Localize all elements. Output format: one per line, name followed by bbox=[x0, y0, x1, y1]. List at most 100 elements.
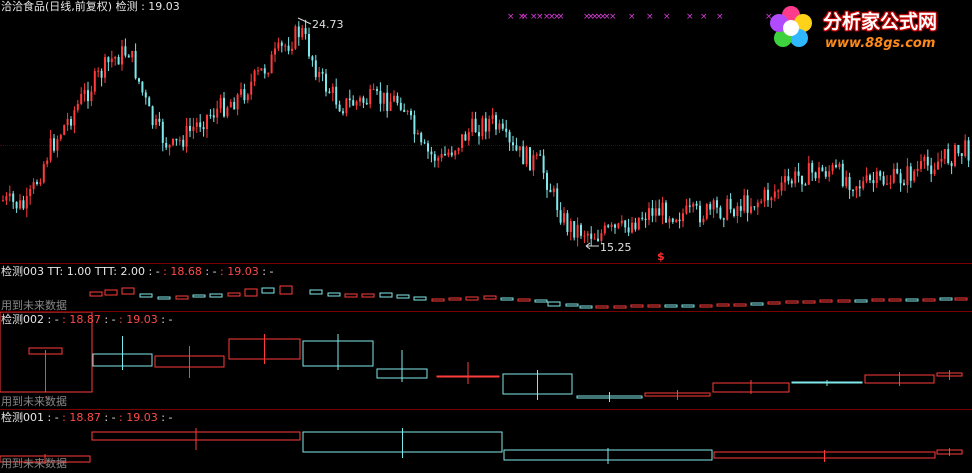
candle-body bbox=[206, 114, 208, 130]
indicator-pane-002[interactable]: 检测002 : - : 18.87 : - : 19.03 : - 用到未来数据 bbox=[0, 312, 972, 409]
candle-body bbox=[236, 94, 239, 110]
candle-body bbox=[39, 182, 42, 185]
candle-body bbox=[603, 225, 606, 234]
candle-body bbox=[185, 126, 188, 147]
candle-body bbox=[685, 205, 688, 214]
candle-body bbox=[906, 166, 909, 185]
candle-body bbox=[916, 168, 919, 172]
candle-body bbox=[328, 91, 331, 93]
indicator-pane-001[interactable]: 检测001 : - : 18.87 : - : 19.03 : - 用到未来数据 bbox=[0, 410, 972, 473]
candle-body bbox=[195, 122, 198, 127]
candle-body bbox=[478, 132, 480, 137]
candle-body bbox=[522, 146, 525, 165]
candle-body bbox=[886, 183, 888, 185]
candle-body bbox=[144, 92, 147, 98]
candle-body bbox=[325, 73, 327, 92]
indicator-value: : 19.03 bbox=[141, 0, 180, 13]
candle-body bbox=[617, 223, 620, 228]
candle-body bbox=[447, 152, 450, 156]
signal-marker-icon: × bbox=[543, 12, 551, 22]
signal-marker-icon: × bbox=[553, 12, 561, 22]
pane2-value-2: : 18.87 bbox=[62, 313, 101, 326]
candle-body bbox=[712, 200, 715, 210]
candle-body bbox=[818, 167, 820, 179]
candle-body bbox=[274, 48, 276, 55]
signal-marker-icon: × bbox=[530, 12, 538, 22]
candle-body bbox=[831, 164, 834, 172]
weekly-bar bbox=[175, 295, 189, 300]
candle-body bbox=[2, 200, 4, 202]
candle-body bbox=[314, 60, 317, 78]
signal-mark: $ bbox=[657, 250, 665, 263]
candle-body bbox=[552, 188, 555, 193]
pane1-value-2: : 18.87 bbox=[62, 411, 101, 424]
candle-body bbox=[896, 168, 899, 174]
candle-body bbox=[291, 48, 293, 51]
candle-body bbox=[614, 224, 616, 228]
candle-body bbox=[304, 28, 307, 35]
candle-body bbox=[297, 26, 300, 38]
candle-body bbox=[773, 191, 776, 198]
weekly-bar bbox=[922, 298, 936, 302]
candle-body bbox=[923, 156, 926, 162]
signal-marker-icon: × bbox=[587, 12, 595, 22]
candle-body bbox=[161, 121, 164, 143]
candle-body bbox=[53, 138, 55, 151]
pane3-value-3: : - bbox=[205, 265, 217, 278]
candle-body bbox=[671, 218, 674, 222]
weekly-bar bbox=[244, 288, 258, 297]
candle-body bbox=[382, 92, 385, 104]
weekly-bar bbox=[413, 296, 427, 301]
candle-body bbox=[63, 125, 66, 135]
pane3-title: 检测003 TT: 1.00 TTT: 2.00 : - : 18.68 : -… bbox=[1, 266, 273, 278]
candle-body bbox=[529, 147, 531, 171]
weekly-bar bbox=[871, 298, 885, 302]
candle-body bbox=[420, 132, 423, 143]
candle-body bbox=[590, 233, 593, 239]
candle-body bbox=[263, 68, 266, 74]
candle-body bbox=[42, 164, 45, 183]
candle-body bbox=[767, 189, 769, 201]
candle-body bbox=[899, 173, 902, 184]
candle-body bbox=[311, 56, 314, 61]
candle-body bbox=[399, 102, 402, 110]
candle-body bbox=[362, 97, 365, 103]
candle-body bbox=[889, 182, 892, 184]
candle-body bbox=[937, 161, 939, 170]
period-box bbox=[644, 392, 711, 397]
candle-body bbox=[413, 115, 416, 135]
candlestick-chart[interactable]: × ×× ×× ×××× ××××××× × × × × × × × bbox=[0, 0, 972, 263]
pane2-title: 检测002 : - : 18.87 : - : 19.03 : - bbox=[1, 314, 172, 326]
indicator-pane-003[interactable]: 检测003 TT: 1.00 TTT: 2.00 : - : 18.68 : -… bbox=[0, 264, 972, 312]
weekly-bar bbox=[699, 304, 713, 308]
candle-body bbox=[804, 184, 807, 186]
candle-body bbox=[352, 100, 355, 106]
candle-body bbox=[580, 224, 582, 236]
signal-marker-icon: × bbox=[507, 12, 515, 22]
candle-body bbox=[729, 198, 732, 210]
candle-body bbox=[675, 219, 678, 222]
pane3-chart bbox=[89, 285, 968, 309]
candle-body bbox=[308, 34, 310, 57]
candle-body bbox=[719, 207, 722, 219]
candle-body bbox=[29, 189, 32, 197]
candle-body bbox=[794, 171, 797, 184]
candle-body bbox=[440, 154, 443, 158]
candle-body bbox=[750, 206, 752, 213]
candle-body bbox=[940, 158, 943, 162]
candle-body bbox=[627, 227, 630, 233]
pane3-name: 检测003 bbox=[1, 265, 44, 278]
candle-body bbox=[393, 95, 395, 102]
candle-body bbox=[872, 180, 875, 184]
period-box bbox=[713, 451, 936, 459]
candle-body bbox=[801, 175, 803, 185]
candle-body bbox=[90, 91, 93, 101]
candle-body bbox=[127, 55, 130, 58]
candle-body bbox=[372, 89, 375, 91]
period-box bbox=[936, 449, 963, 455]
main-chart-pane[interactable]: 洽洽食品(日线,前复权) 检测 : 19.03 × × × × × × × × × × × × × × × ×… bbox=[0, 0, 972, 263]
candle-body bbox=[807, 163, 810, 185]
candle-body bbox=[260, 68, 263, 71]
candle-body bbox=[19, 200, 21, 209]
candle-body bbox=[267, 73, 270, 75]
